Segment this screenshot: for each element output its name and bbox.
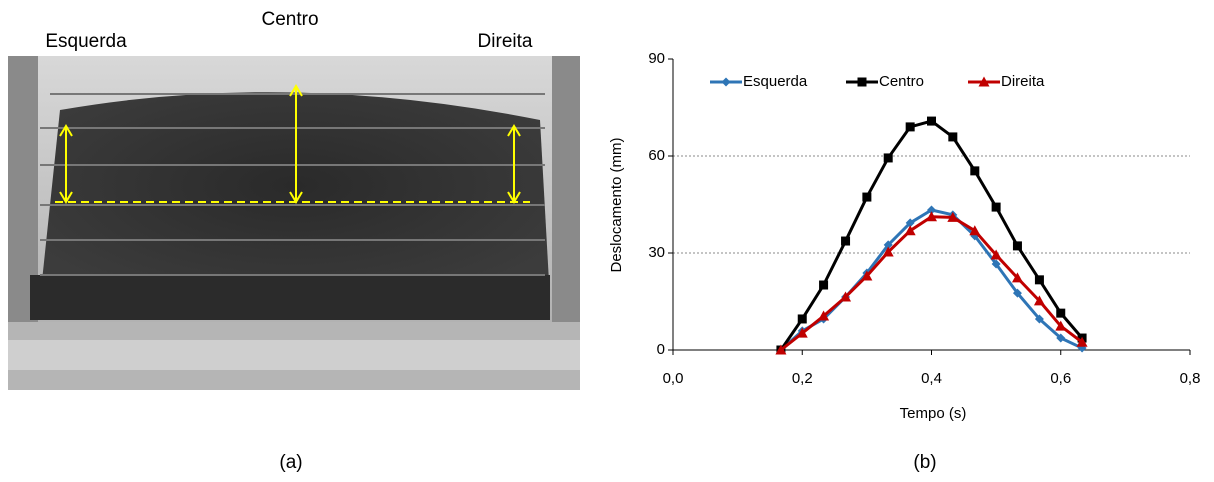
x-tick-label: 0,2	[792, 370, 813, 387]
marker	[840, 291, 852, 302]
marker	[796, 327, 808, 338]
marker	[797, 314, 807, 324]
caption: (b)	[913, 452, 936, 473]
marker	[1056, 333, 1066, 343]
marker	[1076, 336, 1088, 347]
y-tick-label: 90	[648, 50, 665, 67]
x-axis-label: Tempo (s)	[900, 405, 967, 422]
marker	[990, 249, 1002, 260]
marker	[1011, 272, 1023, 283]
marker	[1056, 308, 1066, 318]
legend-label: Centro	[879, 73, 924, 90]
marker	[978, 76, 990, 87]
marker	[818, 310, 830, 321]
marker	[857, 77, 867, 87]
caption: (a)	[279, 452, 302, 473]
x-tick-label: 0,0	[663, 370, 684, 387]
marker	[882, 246, 894, 257]
marker	[991, 202, 1001, 212]
marker	[905, 122, 915, 132]
photo-label: Esquerda	[45, 31, 127, 52]
marker	[926, 211, 937, 222]
x-tick-label: 0,6	[1050, 370, 1071, 387]
photo-label: Centro	[261, 9, 318, 30]
marker	[1055, 320, 1067, 331]
marker	[721, 77, 731, 87]
marker	[775, 344, 787, 355]
marker	[819, 280, 829, 290]
photo-label: Direita	[478, 31, 533, 52]
marker	[948, 132, 958, 142]
marker	[883, 153, 893, 163]
y-axis-label: Deslocamento (mm)	[608, 137, 625, 272]
marker	[991, 259, 1001, 269]
y-tick-label: 0	[657, 341, 665, 358]
marker	[904, 225, 916, 236]
marker	[927, 116, 936, 126]
photo	[8, 56, 580, 390]
legend-label: Direita	[1001, 73, 1045, 90]
marker	[1012, 241, 1022, 251]
marker	[969, 225, 981, 236]
x-tick-label: 0,4	[921, 370, 942, 387]
marker	[841, 236, 851, 246]
y-tick-label: 60	[648, 147, 665, 164]
marker	[862, 192, 872, 202]
marker	[927, 205, 936, 215]
marker	[1034, 275, 1044, 285]
marker	[1033, 295, 1045, 306]
marker	[1034, 314, 1044, 324]
legend-label: Esquerda	[743, 73, 808, 90]
y-tick-label: 30	[648, 244, 665, 261]
marker	[883, 240, 893, 250]
marker	[861, 270, 873, 281]
marker	[970, 166, 980, 176]
marker	[1012, 288, 1022, 298]
marker	[905, 218, 915, 228]
x-tick-label: 0,8	[1180, 370, 1201, 387]
marker	[947, 211, 959, 222]
